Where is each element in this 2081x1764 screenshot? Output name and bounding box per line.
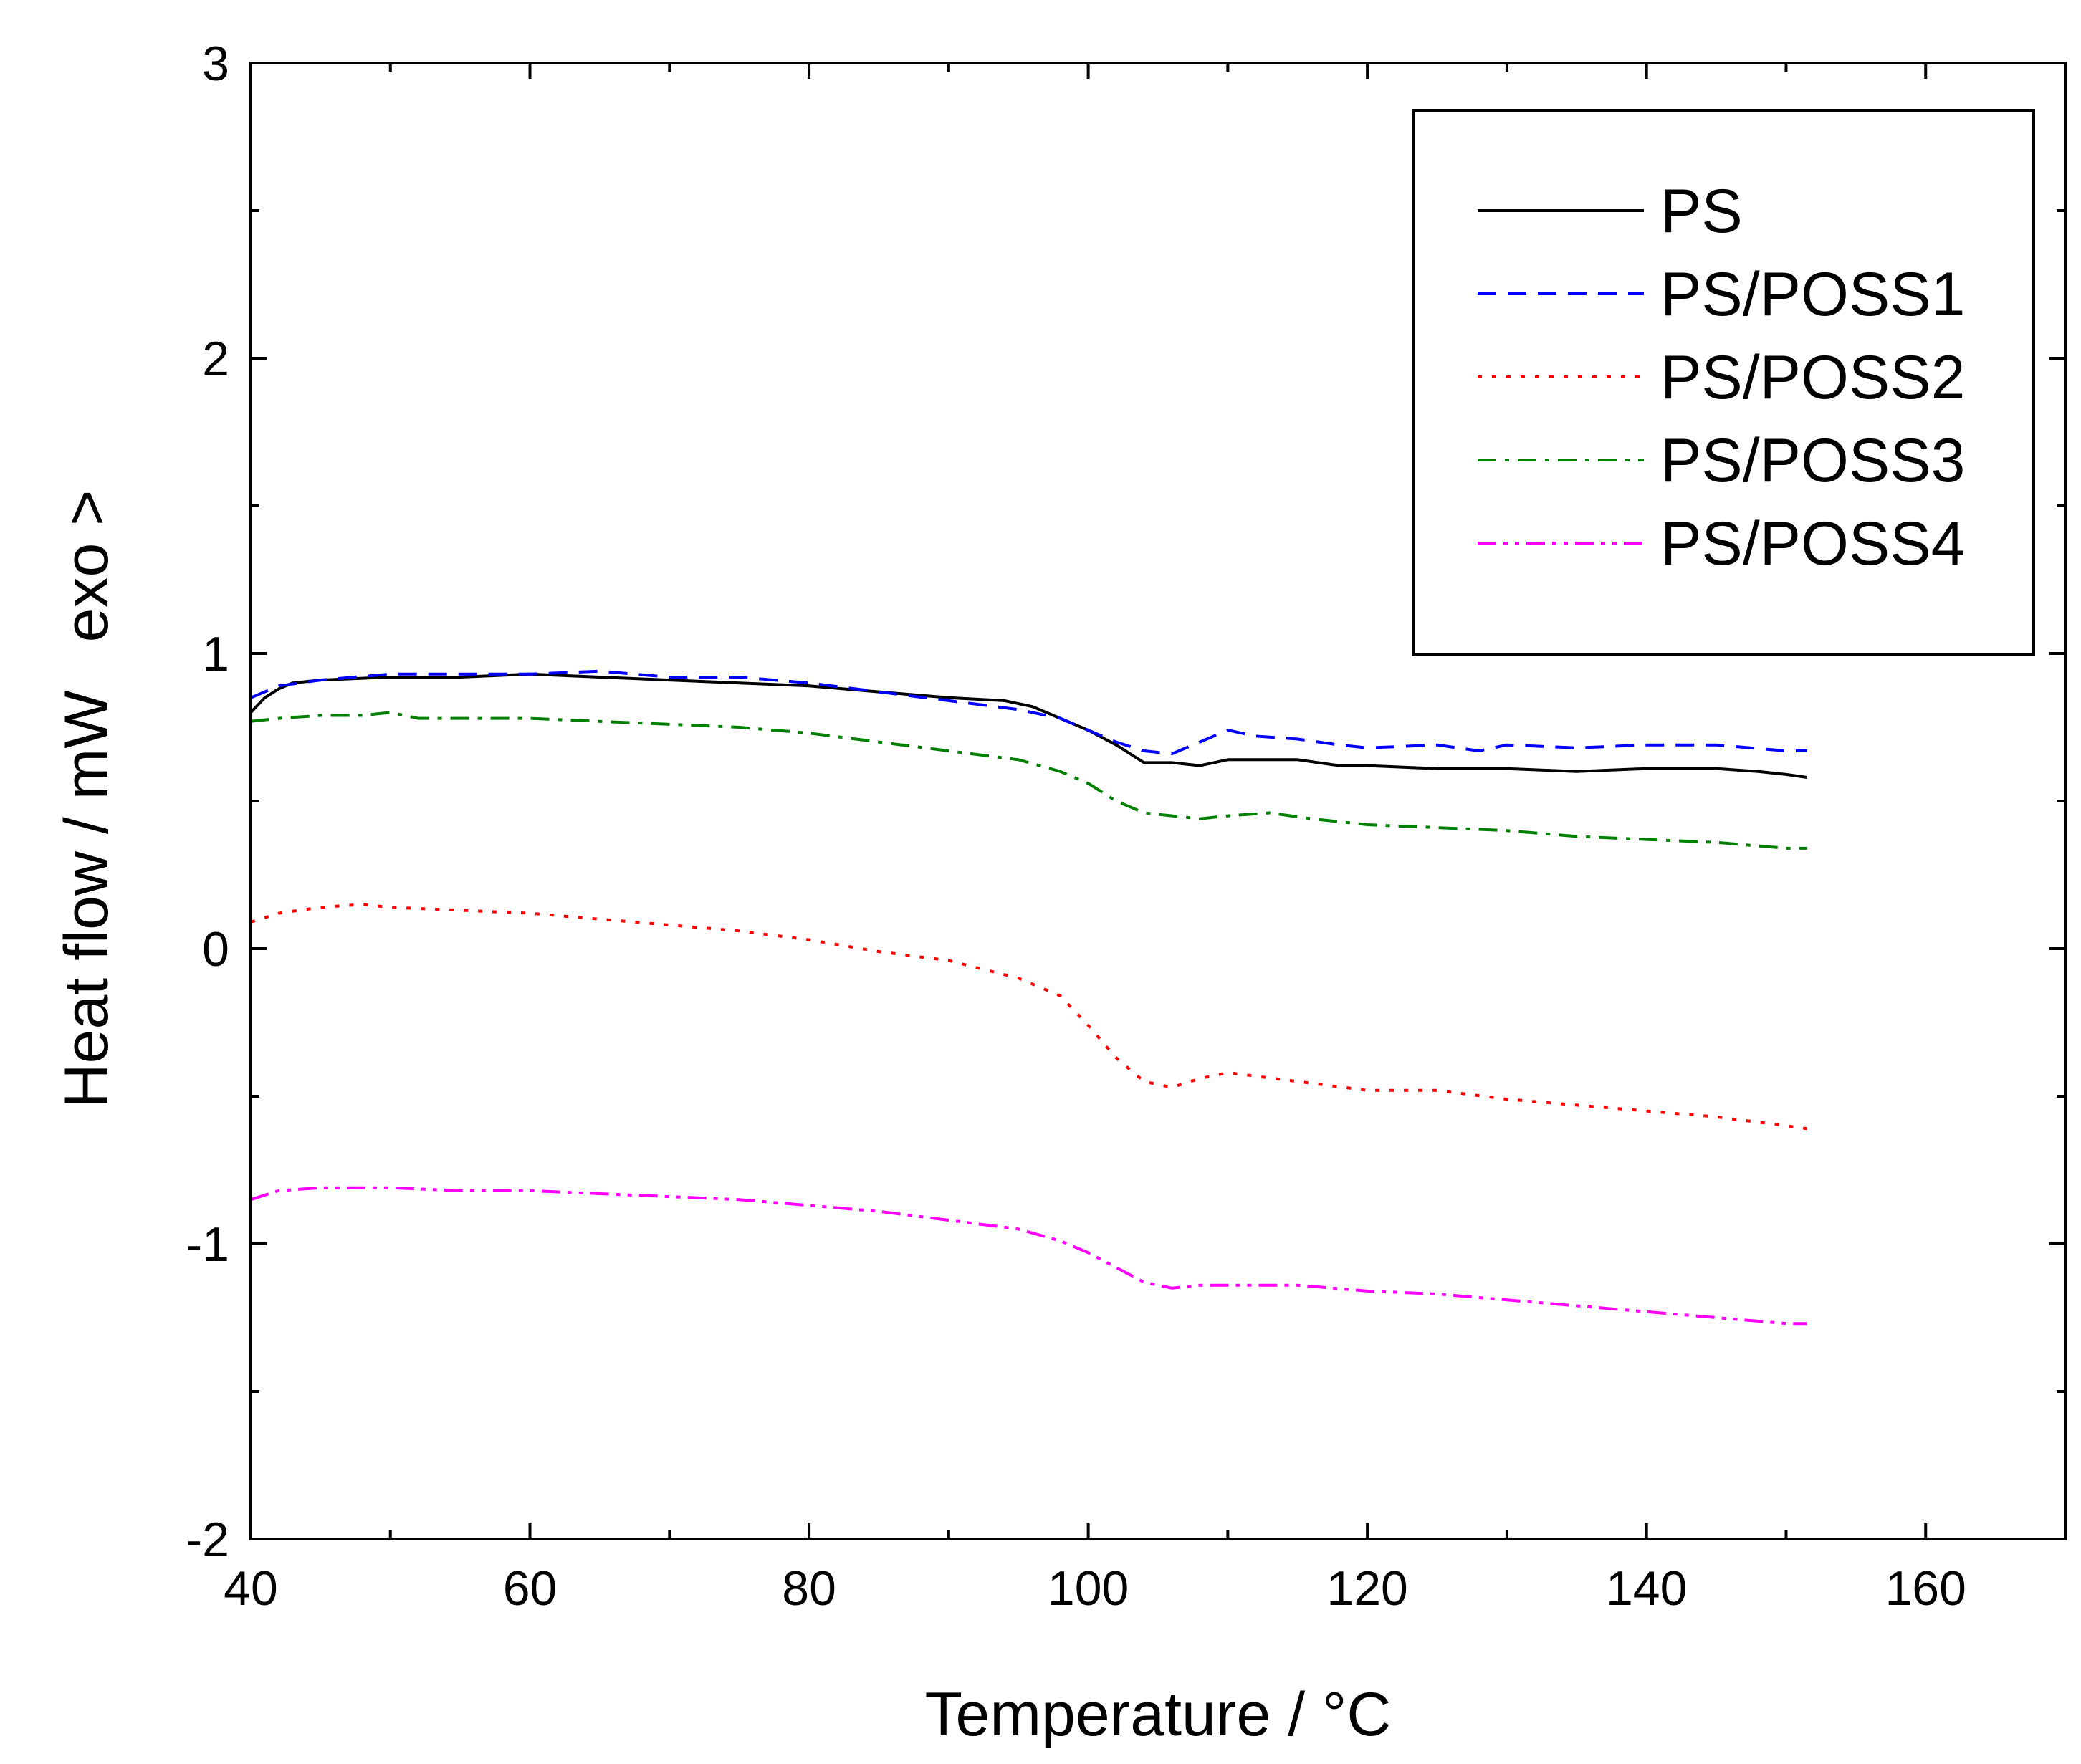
plot-frame [249,62,2067,1540]
series-line-ps-poss2 [250,903,1807,1131]
y-tick-label: -2 [186,1513,229,1567]
series-line-ps-poss4 [250,1186,1807,1326]
y-tick-label: -1 [186,1217,229,1272]
x-tick-label: 60 [503,1561,558,1616]
series-layer [249,669,1807,1326]
legend-label: PS [1660,177,1743,246]
y-tick-label: 2 [202,332,229,386]
legend-label: PS/POSS2 [1660,343,1965,412]
x-axis-title: Temperature / °C [925,1680,1392,1749]
x-tick-label: 140 [1606,1561,1687,1616]
legend: PS PS/POSS1 PS/POSS2 PS/POSS3 PS/POSS4 [1412,109,2035,656]
x-tick-label: 100 [1048,1561,1129,1616]
x-tick-label: 40 [224,1561,278,1616]
legend-label: PS/POSS3 [1660,426,1965,495]
series-line-ps-poss3 [250,711,1807,850]
y-tick-label: 1 [202,627,229,681]
y-tick-label: 3 [202,37,229,91]
x-tick-label: 160 [1885,1561,1966,1616]
tick-labels-layer: 40 60 80 100 120 140 160 -2 -1 0 1 2 3 [186,37,1966,1616]
y-tick-label: 0 [202,922,229,977]
legend-box [1412,109,2035,656]
legend-label: PS/POSS4 [1660,509,1965,578]
series-line-ps-poss1 [250,669,1807,756]
y-axis-title: Heat flow / mW [52,691,121,1108]
y-axis-exo-label: exo > [52,490,121,643]
y-axis-title-group: Heat flow / mW exo > [52,490,121,1108]
x-tick-label: 120 [1326,1561,1407,1616]
x-tick-label: 80 [782,1561,836,1616]
legend-label: PS/POSS1 [1660,260,1965,329]
